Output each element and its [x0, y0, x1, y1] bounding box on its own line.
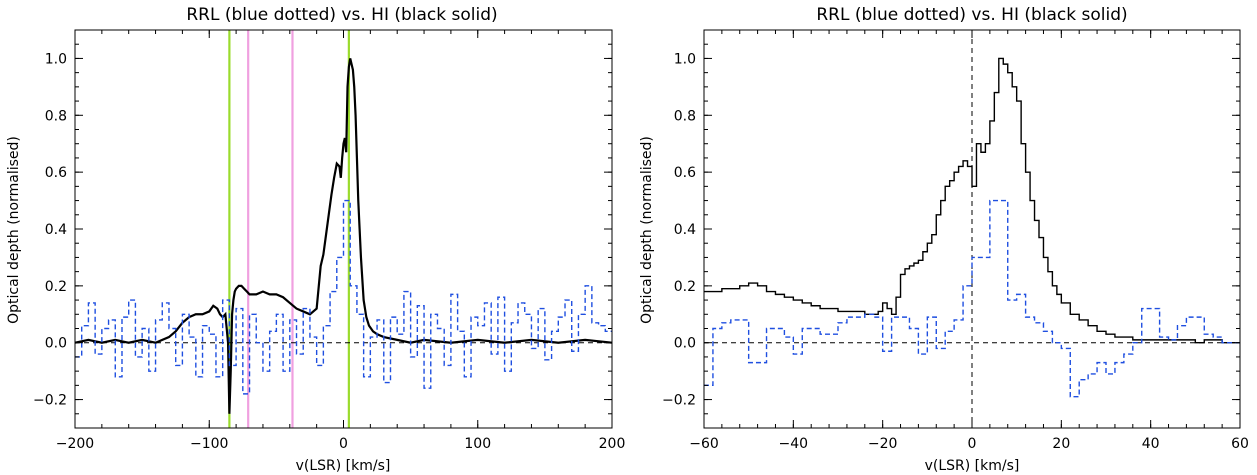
x-ticks: −200 −100 0 100 200	[56, 30, 626, 452]
y-axis-label: Optical depth (normalised)	[6, 136, 22, 324]
x-tick-label: 0	[968, 436, 977, 452]
x-tick-label: 200	[599, 436, 626, 452]
y-tick-label: 0.0	[674, 336, 696, 352]
rrl-series-line	[75, 199, 612, 395]
x-tick-label: −40	[779, 436, 809, 452]
y-tick-label: −0.2	[662, 393, 696, 409]
x-axis-label: v(LSR) [km/s]	[925, 458, 1020, 474]
y-tick-label: 1.0	[674, 51, 696, 67]
x-tick-label: −60	[689, 436, 719, 452]
rrl-series-line	[704, 199, 1240, 398]
hi-series-line	[704, 57, 1240, 344]
y-tick-label: 0.8	[674, 108, 696, 124]
y-tick-label: 0.4	[45, 222, 67, 238]
y-ticks: −0.2 0.0 0.2 0.4 0.6 0.8 1.0	[662, 29, 1240, 429]
y-tick-label: 0.0	[45, 336, 67, 352]
plot-frame	[703, 29, 1241, 429]
y-tick-label: 0.6	[674, 165, 696, 181]
y-tick-label: 1.0	[45, 51, 67, 67]
y-ticks: −0.2 0.0 0.2 0.4 0.6 0.8 1.0	[33, 29, 612, 429]
x-ticks: −60 −40 −20 0 20 40 60	[689, 30, 1249, 452]
x-tick-label: 60	[1231, 436, 1249, 452]
chart-title: RRL (blue dotted) vs. HI (black solid)	[186, 5, 497, 25]
plot-frame	[74, 29, 613, 429]
x-tick-label: −200	[56, 436, 94, 452]
series-group	[75, 58, 612, 414]
x-tick-label: 20	[1052, 436, 1070, 452]
y-tick-label: −0.2	[33, 393, 67, 409]
y-tick-label: 0.8	[45, 108, 67, 124]
x-tick-label: 0	[339, 436, 348, 452]
chart-title: RRL (blue dotted) vs. HI (black solid)	[816, 5, 1127, 25]
y-axis-label: Optical depth (normalised)	[639, 136, 655, 324]
y-tick-label: 0.2	[674, 279, 696, 295]
hi-series-line	[75, 58, 612, 414]
series-group	[704, 57, 1240, 398]
x-tick-label: 40	[1142, 436, 1160, 452]
y-tick-label: 0.4	[674, 222, 696, 238]
y-tick-label: 0.6	[45, 165, 67, 181]
chart-right: RRL (blue dotted) vs. HI (black solid) v…	[639, 5, 1249, 474]
x-axis-label: v(LSR) [km/s]	[296, 458, 391, 474]
x-tick-label: 100	[464, 436, 491, 452]
chart-left: RRL (blue dotted) vs. HI (black solid) v…	[6, 5, 625, 474]
x-tick-label: −100	[190, 436, 228, 452]
x-tick-label: −20	[868, 436, 898, 452]
y-tick-label: 0.2	[45, 279, 67, 295]
